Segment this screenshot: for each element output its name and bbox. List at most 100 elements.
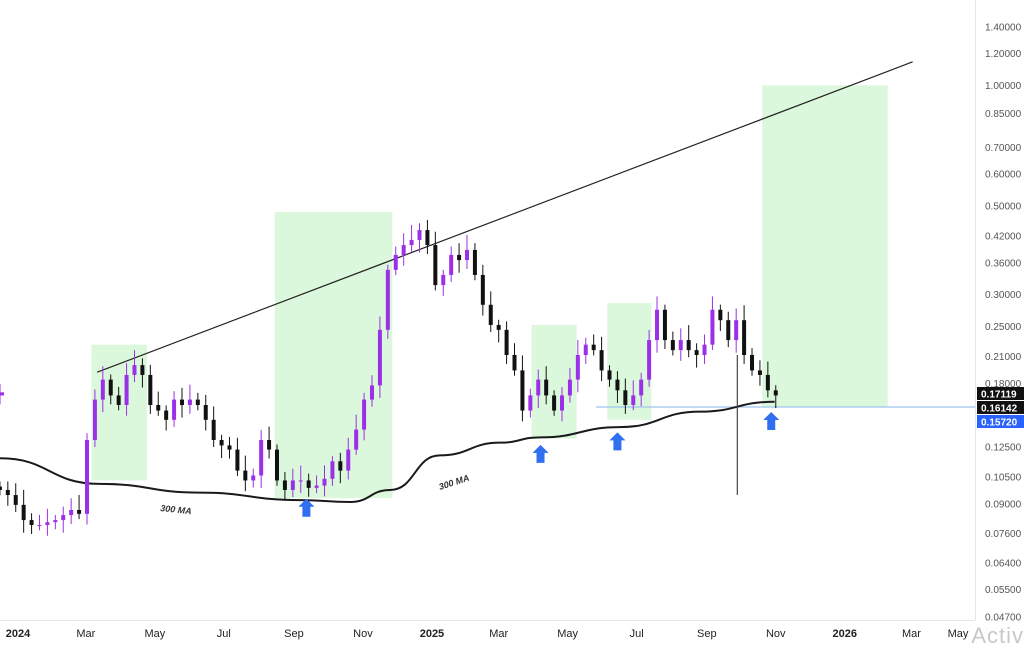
candle-body xyxy=(599,350,604,371)
candle-body xyxy=(29,520,34,526)
candle-body xyxy=(631,395,636,405)
y-tick-label: 0.85000 xyxy=(985,109,1022,120)
x-tick-label: 2026 xyxy=(833,628,857,640)
candle-body xyxy=(678,340,683,351)
candle-body xyxy=(401,245,406,255)
x-tick-label: Mar xyxy=(489,628,508,640)
candle-body xyxy=(757,370,762,375)
candle-body xyxy=(623,390,628,405)
price-label-bg xyxy=(977,401,1024,414)
candle-body xyxy=(552,395,557,411)
candle-body xyxy=(53,520,58,523)
y-axis[interactable]: 1.40000 1.20000 1.00000 0.85000 0.70000 0.600… xyxy=(985,22,1022,623)
price-label: 0.15720 xyxy=(981,418,1018,429)
candle-body xyxy=(211,419,216,440)
candle-body xyxy=(298,480,303,482)
y-tick-label: 0.04700 xyxy=(985,612,1022,623)
candle-body xyxy=(5,489,10,496)
arrow-up-icon xyxy=(298,498,315,517)
candle-body xyxy=(124,374,129,405)
y-tick-label: 0.42000 xyxy=(985,232,1022,243)
candle-body xyxy=(346,449,351,471)
candle-body xyxy=(354,429,359,450)
candle-body xyxy=(433,245,438,286)
candles xyxy=(0,219,778,536)
y-tick-label: 0.18000 xyxy=(985,379,1022,390)
candle-body xyxy=(0,392,4,396)
candle-body xyxy=(734,320,739,341)
x-tick-label: May xyxy=(948,628,969,640)
candle-body xyxy=(472,249,477,275)
x-tick-label: Sep xyxy=(697,628,717,640)
candle-body xyxy=(100,379,105,400)
candle-body xyxy=(322,478,327,486)
candle-body xyxy=(528,395,533,411)
candle-body xyxy=(37,525,42,527)
y-tick-label: 0.30000 xyxy=(985,290,1022,301)
y-tick-label: 1.40000 xyxy=(985,22,1022,33)
y-tick-label: 0.12500 xyxy=(985,442,1022,453)
candle-body xyxy=(441,274,446,286)
candle-body xyxy=(655,309,660,341)
candle-body xyxy=(92,399,97,440)
price-label: 0.17119 xyxy=(981,390,1017,401)
candle-body xyxy=(520,370,525,411)
candle-body xyxy=(227,445,232,450)
candle-body xyxy=(132,365,137,375)
candle-body xyxy=(488,304,493,325)
candle-body xyxy=(496,324,501,330)
candle-body xyxy=(290,480,295,490)
candle-body xyxy=(108,379,113,396)
candle-body xyxy=(417,230,422,240)
candle-body xyxy=(662,309,667,341)
candle-body xyxy=(13,495,18,505)
candle-body xyxy=(639,379,644,396)
candle-body xyxy=(148,374,153,405)
candle-body xyxy=(575,354,580,380)
arrow-up-icon xyxy=(532,444,549,463)
candle-body xyxy=(164,410,169,420)
x-tick-label: Nov xyxy=(766,628,786,640)
x-tick-label: 2024 xyxy=(6,628,31,640)
candle-body xyxy=(77,509,82,514)
candle-body xyxy=(615,379,620,391)
y-tick-label: 0.07600 xyxy=(985,529,1022,540)
ma-line xyxy=(0,400,775,503)
target-box xyxy=(91,344,147,481)
candle-body xyxy=(140,365,145,375)
candle-body xyxy=(702,344,707,355)
candle-body xyxy=(0,486,2,490)
candle-body xyxy=(116,395,121,405)
x-axis[interactable]: 2024 Mar May Jul Sep Nov 2025 Mar May Ju… xyxy=(6,628,969,640)
y-tick-label: 0.25000 xyxy=(985,322,1022,333)
y-tick-label: 0.36000 xyxy=(985,258,1022,269)
candle-body xyxy=(187,399,192,405)
candle-body xyxy=(61,515,66,521)
price-labels: 0.17119 0.16142 0.15720 xyxy=(977,387,1024,429)
trendline-segment xyxy=(96,61,913,373)
candle-body xyxy=(449,254,454,275)
candle-body xyxy=(425,230,430,246)
target-box xyxy=(274,211,393,499)
trendline xyxy=(96,61,913,373)
candle-body xyxy=(179,399,184,405)
x-tick-label: Jul xyxy=(217,628,231,640)
candle-body xyxy=(750,354,755,371)
candle-body xyxy=(465,249,470,261)
price-label: 0.16142 xyxy=(981,404,1018,415)
x-tick-label: Nov xyxy=(353,628,373,640)
candle-body xyxy=(567,379,572,396)
x-tick-label: May xyxy=(144,628,165,640)
candle-body xyxy=(314,485,319,488)
y-tick-label: 1.00000 xyxy=(985,81,1022,92)
y-tick-label: 0.09000 xyxy=(985,499,1022,510)
target-box xyxy=(607,302,652,420)
ma-label: 300 MA xyxy=(160,503,192,516)
price-label-bg xyxy=(977,415,1024,428)
y-tick-label: 0.05500 xyxy=(985,585,1022,596)
candle-body xyxy=(409,239,414,246)
candle-body xyxy=(726,320,731,341)
candle-body xyxy=(393,254,398,270)
candle-body xyxy=(21,504,26,521)
